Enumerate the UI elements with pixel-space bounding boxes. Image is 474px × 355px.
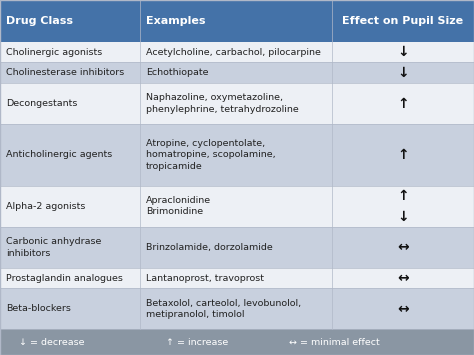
Text: Examples: Examples <box>146 16 206 26</box>
Text: Brinzolamide, dorzolamide: Brinzolamide, dorzolamide <box>146 243 273 252</box>
Text: ↔: ↔ <box>397 302 409 316</box>
Text: ↓ = decrease: ↓ = decrease <box>19 338 84 347</box>
Text: Acetylcholine, carbachol, pilocarpine: Acetylcholine, carbachol, pilocarpine <box>146 48 321 57</box>
FancyBboxPatch shape <box>0 329 474 355</box>
Text: Apraclonidine
Brimonidine: Apraclonidine Brimonidine <box>146 196 211 217</box>
Text: Echothiopate: Echothiopate <box>146 68 209 77</box>
Text: Carbonic anhydrase
inhibitors: Carbonic anhydrase inhibitors <box>6 237 101 257</box>
Text: ↑ = increase: ↑ = increase <box>166 338 228 347</box>
Text: Drug Class: Drug Class <box>6 16 73 26</box>
FancyBboxPatch shape <box>0 268 474 288</box>
Text: Cholinesterase inhibitors: Cholinesterase inhibitors <box>6 68 124 77</box>
Text: Betaxolol, carteolol, levobunolol,
metipranolol, timolol: Betaxolol, carteolol, levobunolol, metip… <box>146 299 301 319</box>
Text: Beta-blockers: Beta-blockers <box>6 304 71 313</box>
FancyBboxPatch shape <box>0 42 474 62</box>
Text: Lantanoprost, travoprost: Lantanoprost, travoprost <box>146 274 264 283</box>
Text: ↑: ↑ <box>397 97 409 110</box>
FancyBboxPatch shape <box>0 186 474 227</box>
Text: Prostaglandin analogues: Prostaglandin analogues <box>6 274 123 283</box>
FancyBboxPatch shape <box>0 288 474 329</box>
Text: Alpha-2 agonists: Alpha-2 agonists <box>6 202 85 211</box>
Text: ↔ = minimal effect: ↔ = minimal effect <box>289 338 380 347</box>
Text: Cholinergic agonists: Cholinergic agonists <box>6 48 102 57</box>
Text: ↔: ↔ <box>397 240 409 254</box>
Text: ↓: ↓ <box>397 45 409 59</box>
Text: Atropine, cyclopentolate,
homatropine, scopolamine,
tropicamide: Atropine, cyclopentolate, homatropine, s… <box>146 139 275 171</box>
Text: ↑: ↑ <box>397 189 409 203</box>
FancyBboxPatch shape <box>0 124 474 186</box>
FancyBboxPatch shape <box>0 62 474 83</box>
Text: Anticholinergic agents: Anticholinergic agents <box>6 151 112 159</box>
Text: ↑: ↑ <box>397 148 409 162</box>
Text: Decongestants: Decongestants <box>6 99 78 108</box>
FancyBboxPatch shape <box>0 227 474 268</box>
FancyBboxPatch shape <box>0 83 474 124</box>
Text: Effect on Pupil Size: Effect on Pupil Size <box>342 16 464 26</box>
Text: Naphazoline, oxymetazoline,
phenylephrine, tetrahydrozoline: Naphazoline, oxymetazoline, phenylephrin… <box>146 93 299 114</box>
Text: ↓: ↓ <box>397 209 409 224</box>
Text: ↓: ↓ <box>397 66 409 80</box>
Text: ↔: ↔ <box>397 271 409 285</box>
FancyBboxPatch shape <box>0 0 474 42</box>
